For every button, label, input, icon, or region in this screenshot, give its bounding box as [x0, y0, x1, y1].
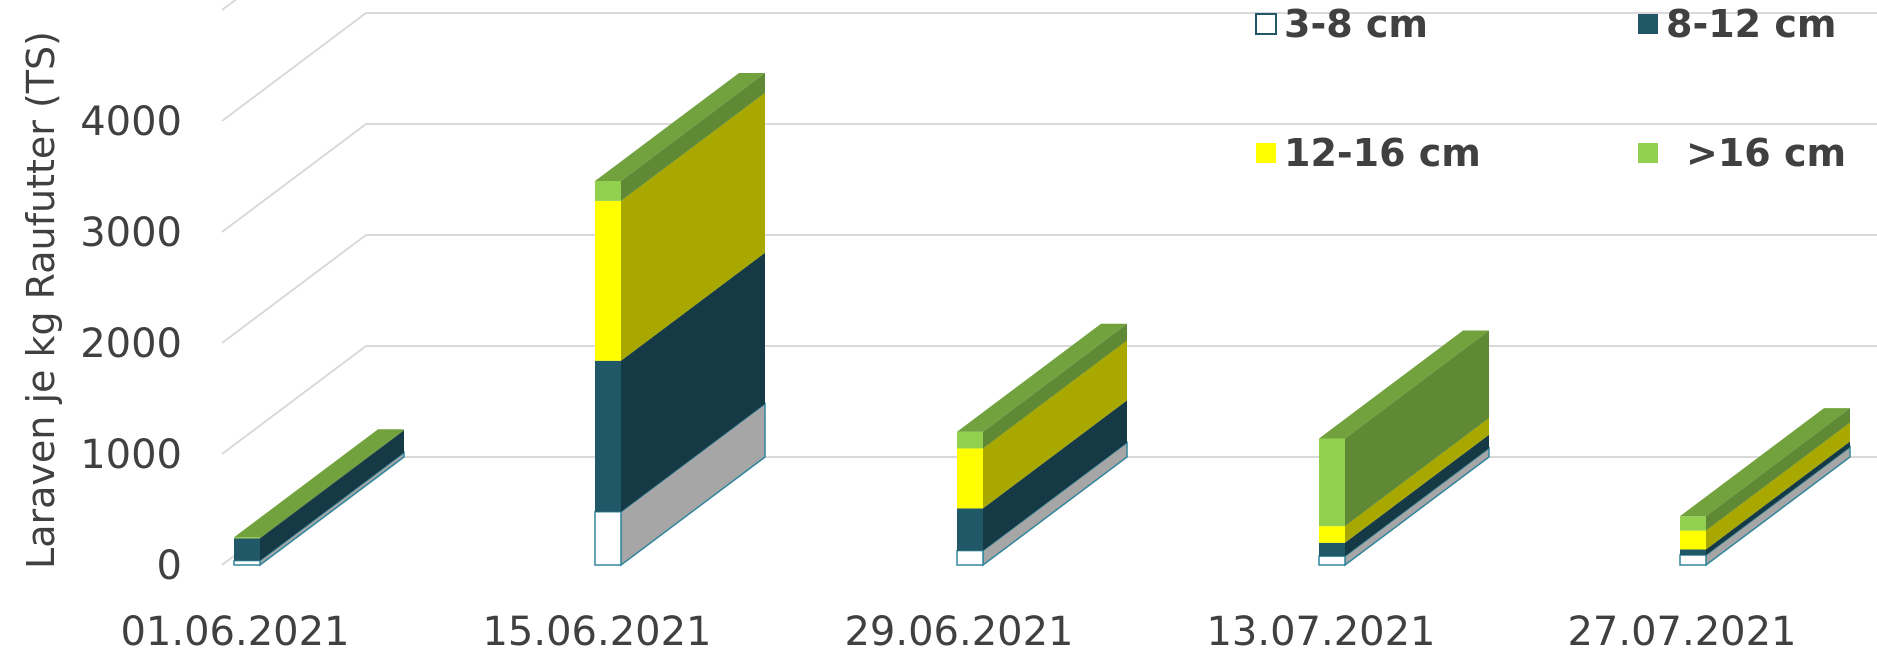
gridline-side	[221, 234, 367, 344]
bar-12-16-cm-29-06-2021	[957, 448, 983, 509]
y-tick-label: 4000	[80, 99, 182, 145]
gridline-side	[221, 12, 367, 122]
bar-top-29-06-2021	[957, 323, 1127, 432]
bar-side-16-cm	[1345, 330, 1489, 527]
bar-3-8-cm-29-06-2021	[956, 549, 984, 566]
x-tick-label: 27.07.2021	[1567, 609, 1796, 651]
bar-top-13-07-2021	[1319, 330, 1489, 439]
y-axis-ticks: 0 1000 2000 3000 4000	[80, 99, 182, 589]
bar-side-12-16-cm	[621, 92, 765, 361]
legend-label-8-12-cm: 8-12 cm	[1666, 2, 1836, 46]
bar-stack-29-06-2021	[956, 323, 1128, 567]
gridline-side	[221, 345, 367, 455]
bar-8-12-cm-27-07-2021	[1680, 549, 1706, 556]
x-tick-label: 29.06.2021	[844, 609, 1073, 651]
bar-3-8-cm-27-07-2021	[1679, 554, 1707, 566]
bar-side-8-12-cm	[1345, 434, 1489, 557]
bar-8-12-cm-01-06-2021	[234, 538, 260, 561]
y-tick-label: 3000	[80, 210, 182, 256]
bar-stack-27-07-2021	[1679, 408, 1851, 567]
legend-swatch-16-cm	[1638, 143, 1658, 163]
bar-side-12-16-cm	[1345, 418, 1489, 543]
bar-16-cm-01-06-2021	[234, 537, 260, 539]
bar-side-16-cm	[1706, 408, 1850, 531]
bar-side-8-12-cm	[260, 430, 404, 561]
x-axis-ticks: 01.06.2021 15.06.2021 29.06.2021 13.07.2021…	[120, 609, 1796, 651]
x-tick-label: 13.07.2021	[1206, 609, 1435, 651]
bar-3-8-cm-13-07-2021	[1318, 555, 1346, 566]
bar-top-15-06-2021	[595, 72, 765, 181]
bar-12-16-cm-13-07-2021	[1319, 526, 1345, 543]
bar-stack-15-06-2021	[594, 72, 766, 567]
bar-side-16-cm	[260, 429, 404, 539]
bar-side-12-16-cm	[1706, 422, 1850, 550]
bar-top-27-07-2021	[1680, 408, 1850, 517]
bar-side-8-12-cm	[621, 252, 765, 512]
x-tick-label: 15.06.2021	[482, 609, 711, 651]
bar-side-8-12-cm	[1706, 441, 1850, 556]
gridline-side	[221, 0, 237, 11]
bar-top-01-06-2021	[234, 429, 404, 538]
bar-8-12-cm-15-06-2021	[595, 360, 621, 512]
bar-16-cm-13-07-2021	[1319, 438, 1345, 527]
bar-side-16-cm	[621, 72, 765, 201]
bar-8-12-cm-29-06-2021	[957, 508, 983, 551]
bar-12-16-cm-15-06-2021	[595, 200, 621, 361]
bar-stack-01-06-2021	[233, 429, 405, 567]
bar-3-8-cm-15-06-2021	[594, 510, 622, 566]
bar-16-cm-15-06-2021	[595, 180, 621, 201]
y-axis-label: Laraven je kg Raufutter (TS)	[19, 31, 63, 569]
bar-3-8-cm-01-06-2021	[233, 559, 261, 566]
bar-12-16-cm-27-07-2021	[1680, 530, 1706, 550]
legend-label-12-16-cm: 12-16 cm	[1284, 131, 1481, 175]
legend-label-3-8-cm: 3-8 cm	[1284, 2, 1428, 46]
legend: 3-8 cm 8-12 cm 12-16 cm >16 cm	[1255, 2, 1846, 175]
gridline-side	[221, 123, 367, 233]
y-tick-label: 1000	[80, 432, 182, 478]
x-tick-label: 01.06.2021	[120, 609, 349, 651]
bar-side-16-cm	[983, 323, 1127, 449]
y-tick-label: 2000	[80, 321, 182, 367]
legend-swatch-8-12-cm	[1638, 14, 1658, 34]
bars	[233, 72, 1851, 567]
y-tick-label: 0	[157, 543, 182, 589]
legend-swatch-3-8-cm	[1255, 13, 1277, 35]
bar-side-8-12-cm	[983, 400, 1127, 551]
legend-swatch-12-16-cm	[1256, 143, 1276, 163]
bar-16-cm-27-07-2021	[1680, 516, 1706, 531]
bar-8-12-cm-13-07-2021	[1319, 542, 1345, 557]
bar-stack-13-07-2021	[1318, 330, 1490, 567]
bar-16-cm-29-06-2021	[957, 431, 983, 449]
legend-label-16-cm: >16 cm	[1686, 131, 1846, 175]
bar-side-12-16-cm	[983, 340, 1127, 509]
